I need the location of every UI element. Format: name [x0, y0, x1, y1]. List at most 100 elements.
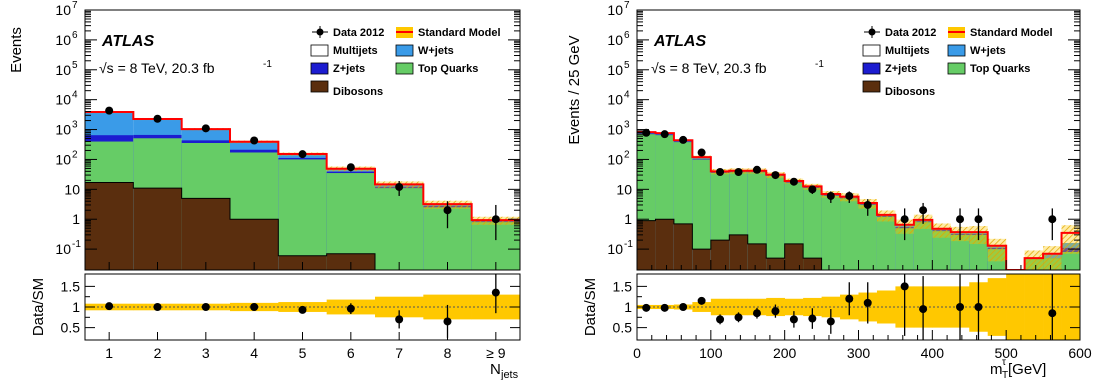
lumi-exponent: -1 — [815, 59, 824, 70]
bar-dibosons — [692, 249, 712, 270]
y-tick-label: 10 — [607, 92, 623, 108]
data-point — [752, 165, 761, 174]
data-point — [974, 215, 983, 224]
legend-zjets-label: Z+jets — [885, 63, 917, 75]
bar-top-quarks — [913, 222, 933, 270]
ratio-point — [919, 305, 928, 314]
x-tick-label: 0 — [633, 345, 641, 361]
data-point — [395, 182, 404, 191]
data-point — [808, 185, 817, 194]
legend-dibosons-swatch — [862, 80, 881, 93]
atlas-label: ATLAS — [101, 33, 154, 50]
data-point — [153, 114, 162, 123]
ratio-y-axis-label: Data/SM — [582, 278, 599, 336]
ratio-point — [443, 317, 452, 326]
x-tick-label: 2 — [154, 345, 162, 361]
y-tick-label: 10 — [55, 241, 71, 257]
ratio-band — [1006, 274, 1025, 340]
bar-top-quarks — [821, 195, 841, 270]
x-axis-label: m — [990, 361, 1003, 378]
dibosons-outline — [85, 181, 520, 270]
data-point — [660, 130, 669, 139]
legend-dibosons-swatch — [310, 80, 329, 93]
legend-wjets-swatch — [395, 44, 414, 57]
bar-top-quarks — [876, 216, 896, 270]
ratio-point — [752, 309, 761, 318]
x-tick-label: 500 — [994, 345, 1018, 361]
y-tick-exponent: 3 — [72, 120, 78, 131]
x-axis-label-unit: [GeV] — [1008, 361, 1046, 378]
data-point — [956, 215, 965, 224]
bar-dibosons — [784, 243, 804, 270]
legend-top-label: Top Quarks — [418, 63, 478, 75]
ratio-y-tick-label: 1 — [72, 299, 80, 315]
y-tick-exponent: -1 — [72, 239, 81, 250]
atlas-label: ATLAS — [653, 33, 706, 50]
x-tick-label: 100 — [699, 345, 723, 361]
y-tick-label: 1 — [72, 211, 80, 227]
y-tick-label: 10 — [607, 2, 623, 18]
x-tick-label: 8 — [444, 345, 452, 361]
legend-sm-label: Standard Model — [418, 27, 501, 39]
legend-multijets-swatch — [862, 44, 881, 57]
x-axis-label: N — [490, 361, 501, 378]
lumi-label: √s = 8 TeV, 20.3 fb — [651, 60, 767, 76]
y-tick-exponent: 7 — [72, 0, 78, 11]
y-tick-label: 10 — [55, 32, 71, 48]
ratio-point — [863, 298, 872, 307]
y-axis-label: Events — [8, 27, 25, 73]
y-tick-label: 10 — [55, 2, 71, 18]
y-tick-label: 1 — [624, 211, 632, 227]
y-axis-label: Events / 25 GeV — [566, 35, 583, 144]
y-tick-label: 10 — [55, 151, 71, 167]
data-point — [716, 168, 725, 177]
ratio-point — [771, 307, 780, 316]
legend-zjets-label: Z+jets — [333, 63, 365, 75]
data-point — [1048, 215, 1057, 224]
ratio-point — [956, 303, 965, 311]
legend-data-marker — [868, 28, 876, 36]
sm-uncertainty-band — [932, 223, 951, 238]
x-tick-label: 6 — [347, 345, 355, 361]
sm-uncertainty-band — [876, 210, 896, 222]
ratio-point — [697, 296, 706, 305]
legend-zjets-swatch — [862, 62, 881, 75]
bar-top-quarks — [692, 159, 712, 270]
data-point — [201, 124, 210, 133]
ratio-point — [105, 302, 114, 311]
legend-sm-label: Standard Model — [970, 27, 1053, 39]
bar-dibosons — [673, 223, 693, 270]
ratio-area — [85, 274, 520, 338]
data-point — [789, 177, 798, 186]
data-point — [863, 200, 872, 209]
lumi-label: √s = 8 TeV, 20.3 fb — [99, 60, 215, 76]
data-point — [845, 191, 854, 200]
ratio-point — [679, 303, 688, 311]
y-tick-label: 10 — [55, 62, 71, 78]
x-tick-label: 1 — [105, 345, 113, 361]
ratio-band — [710, 298, 730, 316]
data-point — [105, 106, 114, 115]
plot-area — [85, 106, 520, 270]
bar-dibosons — [766, 258, 785, 270]
bar-top-quarks — [950, 234, 970, 270]
bar-dibosons — [133, 188, 182, 270]
legend-dibosons-label: Dibosons — [885, 86, 935, 98]
standard-model-line — [637, 131, 1080, 270]
ratio-point — [642, 303, 651, 312]
bar-top-quarks — [932, 231, 952, 270]
x-axis-label-sup: τ — [1002, 357, 1006, 368]
ratio-point — [974, 303, 983, 311]
legend-data-label: Data 2012 — [333, 27, 384, 39]
ratio-point — [201, 303, 210, 311]
legend-multijets-label: Multijets — [885, 45, 930, 57]
data-point — [900, 215, 909, 224]
y-tick-label: 10 — [55, 122, 71, 138]
y-tick-label: 10 — [607, 122, 623, 138]
y-tick-label: 10 — [55, 92, 71, 108]
data-point — [734, 168, 743, 177]
y-tick-exponent: 3 — [624, 120, 630, 131]
bar-dibosons — [326, 253, 376, 270]
bar-dibosons — [655, 219, 675, 270]
